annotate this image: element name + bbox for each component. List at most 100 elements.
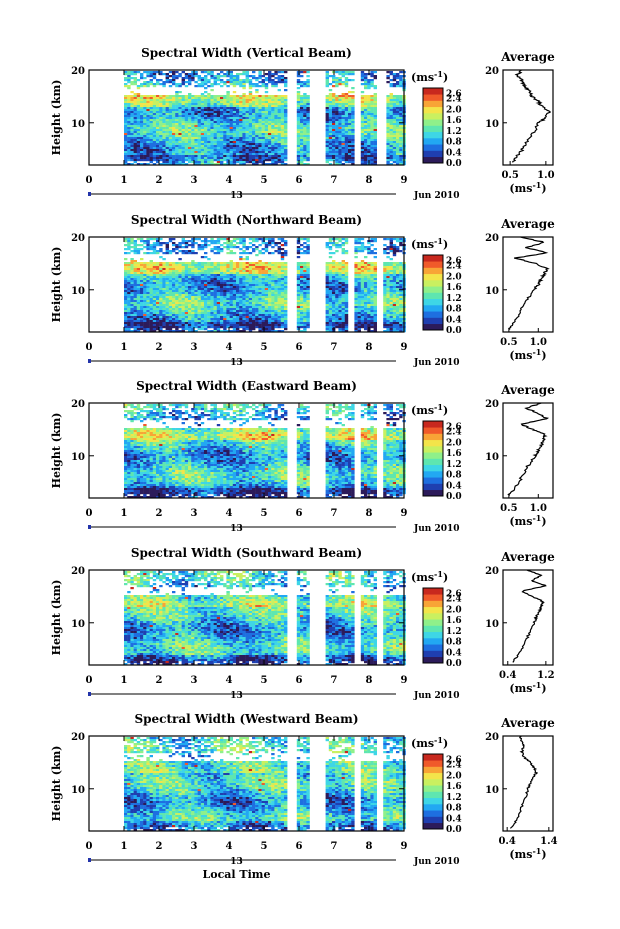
heatmap-cell	[255, 127, 259, 130]
heatmap-cell	[373, 97, 377, 100]
heatmap-cell	[162, 300, 166, 303]
heatmap-cell	[152, 155, 157, 158]
heatmap-cell	[258, 81, 262, 84]
heatmap-cell	[188, 326, 192, 329]
heatmap-cell	[242, 101, 246, 104]
heatmap-cell	[258, 310, 262, 313]
heatmap-cell	[152, 316, 157, 319]
heatmap-cell	[229, 330, 233, 333]
heatmap-cell	[274, 157, 278, 160]
heatmap-cell	[252, 284, 256, 287]
heatmap-cell	[127, 119, 131, 122]
heatmap-cell	[255, 89, 259, 92]
heatmap-cell	[188, 97, 192, 100]
heatmap-cell	[325, 147, 329, 150]
heatmap-cell	[136, 109, 141, 112]
heatmap-cell	[325, 81, 329, 84]
heatmap-cell	[133, 260, 137, 263]
heatmap-cell	[274, 107, 278, 110]
heatmap-cell	[194, 107, 198, 110]
heatmap-cell	[255, 290, 259, 293]
heatmap-cell	[159, 318, 163, 321]
heatmap-cell	[300, 157, 304, 160]
heatmap-cell	[255, 316, 259, 319]
heatmap-cell	[245, 119, 249, 122]
heatmap-cell	[165, 135, 169, 138]
heatmap-cell	[149, 238, 153, 241]
heatmap-cell	[188, 105, 192, 108]
heatmap-cell	[229, 324, 233, 327]
heatmap-cell	[338, 113, 342, 116]
heatmap-cell	[261, 282, 265, 285]
heatmap-cell	[280, 107, 285, 110]
heatmap-cell	[168, 75, 173, 78]
heatmap-cell	[338, 157, 342, 160]
heatmap-cell	[181, 107, 185, 110]
heatmap-cell	[348, 71, 352, 74]
heatmap-cell	[236, 282, 240, 285]
heatmap-cell	[306, 147, 310, 150]
heatmap-cell	[200, 117, 205, 120]
heatmap-cell	[351, 115, 355, 118]
heatmap-cell	[271, 272, 275, 275]
heatmap-cell	[373, 87, 377, 90]
heatmap-cell	[389, 131, 393, 134]
heatmap-cell	[136, 105, 141, 108]
heatmap-cell	[239, 159, 243, 162]
heatmap-cell	[252, 141, 256, 144]
heatmap-cell	[197, 294, 201, 297]
heatmap-cell	[344, 149, 349, 152]
y-tick-label: 20	[71, 66, 85, 77]
heatmap-cell	[210, 139, 214, 142]
heatmap-cell	[200, 107, 205, 110]
heatmap-cell	[258, 286, 262, 289]
heatmap-cell	[194, 109, 198, 112]
heatmap-cell	[130, 105, 134, 108]
heatmap-cell	[159, 294, 163, 297]
heatmap-cell	[226, 151, 230, 154]
heatmap-cell	[213, 121, 217, 124]
heatmap-cell	[146, 268, 150, 271]
heatmap-cell	[386, 143, 390, 146]
heatmap-cell	[184, 107, 189, 110]
heatmap-cell	[223, 326, 227, 329]
heatmap-cell	[239, 258, 243, 261]
heatmap-cell	[168, 119, 173, 122]
heatmap-cell	[226, 115, 230, 118]
heatmap-cell	[162, 81, 166, 84]
heatmap-cell	[223, 81, 227, 84]
heatmap-cell	[194, 306, 198, 309]
heatmap-cell	[165, 250, 169, 253]
heatmap-cell	[197, 316, 201, 319]
heatmap-cell	[159, 328, 163, 331]
heatmap-cell	[373, 145, 377, 148]
heatmap-cell	[133, 113, 137, 116]
heatmap-cell	[140, 320, 144, 323]
heatmap-cell	[156, 278, 160, 281]
heatmap-cell	[284, 113, 288, 116]
heatmap-cell	[271, 242, 275, 245]
heatmap-cell	[143, 133, 147, 136]
heatmap-cell	[146, 246, 150, 249]
heatmap-cell	[210, 163, 214, 166]
heatmap-cell	[236, 238, 240, 241]
heatmap-cell	[239, 242, 243, 245]
heatmap-cell	[245, 296, 249, 299]
heatmap-cell	[258, 306, 262, 309]
heatmap-cell	[133, 71, 137, 74]
heatmap-cell	[162, 314, 166, 317]
heatmap-cell	[360, 117, 365, 120]
heatmap-cell	[127, 240, 131, 243]
heatmap-cell	[248, 105, 253, 108]
heatmap-cell	[268, 139, 272, 142]
heatmap-cell	[296, 131, 301, 134]
heatmap-cell	[226, 91, 230, 94]
heatmap-cell	[248, 133, 253, 136]
heatmap-cell	[344, 107, 349, 110]
heatmap-cell	[188, 139, 192, 142]
heatmap-cell	[191, 127, 195, 130]
heatmap-cell	[232, 91, 237, 94]
heatmap-cell	[351, 113, 355, 116]
heatmap-cell	[252, 244, 256, 247]
heatmap-cell	[370, 123, 374, 126]
